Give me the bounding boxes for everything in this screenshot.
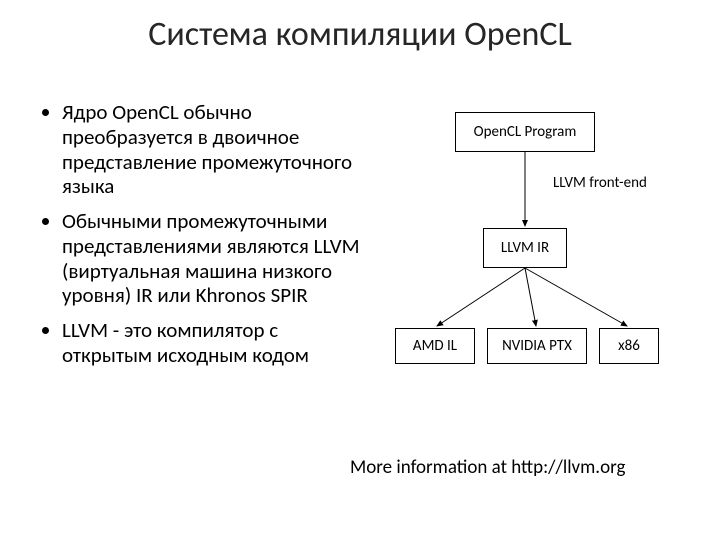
slide-title: Система компиляции OpenCL (0, 14, 720, 55)
node-label: x86 (618, 337, 640, 355)
node-llvm-ir: LLVM IR (483, 228, 567, 268)
edge (525, 268, 536, 326)
edge-label-llvm-frontend: LLVM front-end (553, 174, 647, 192)
node-opencl-program: OpenCL Program (455, 112, 595, 152)
bullet-item: Ядро OpenCL обычно преобразуется в двоич… (62, 100, 370, 199)
edge (437, 268, 525, 326)
node-label: NVIDIA PTX (502, 337, 572, 355)
node-x86: x86 (599, 328, 659, 364)
node-label: OpenCL Program (474, 123, 577, 141)
edge (525, 268, 627, 326)
bullet-item: Обычными промежуточными представлениями … (62, 209, 370, 308)
node-amd-il: AMD IL (395, 328, 475, 364)
bullet-item: LLVM - это компилятор с открытым исходны… (62, 318, 370, 368)
edge-label-text: LLVM front-end (553, 174, 647, 192)
node-label: AMD IL (413, 337, 457, 355)
node-nvidia-ptx: NVIDIA PTX (487, 328, 587, 364)
slide: Система компиляции OpenCL Ядро OpenCL об… (0, 0, 720, 540)
footer-link-text: More information at http://llvm.org (350, 456, 625, 479)
node-label: LLVM IR (501, 239, 549, 257)
compilation-diagram: OpenCL Program LLVM IR AMD IL NVIDIA PTX… (395, 112, 695, 392)
bullet-list: Ядро OpenCL обычно преобразуется в двоич… (40, 100, 370, 378)
